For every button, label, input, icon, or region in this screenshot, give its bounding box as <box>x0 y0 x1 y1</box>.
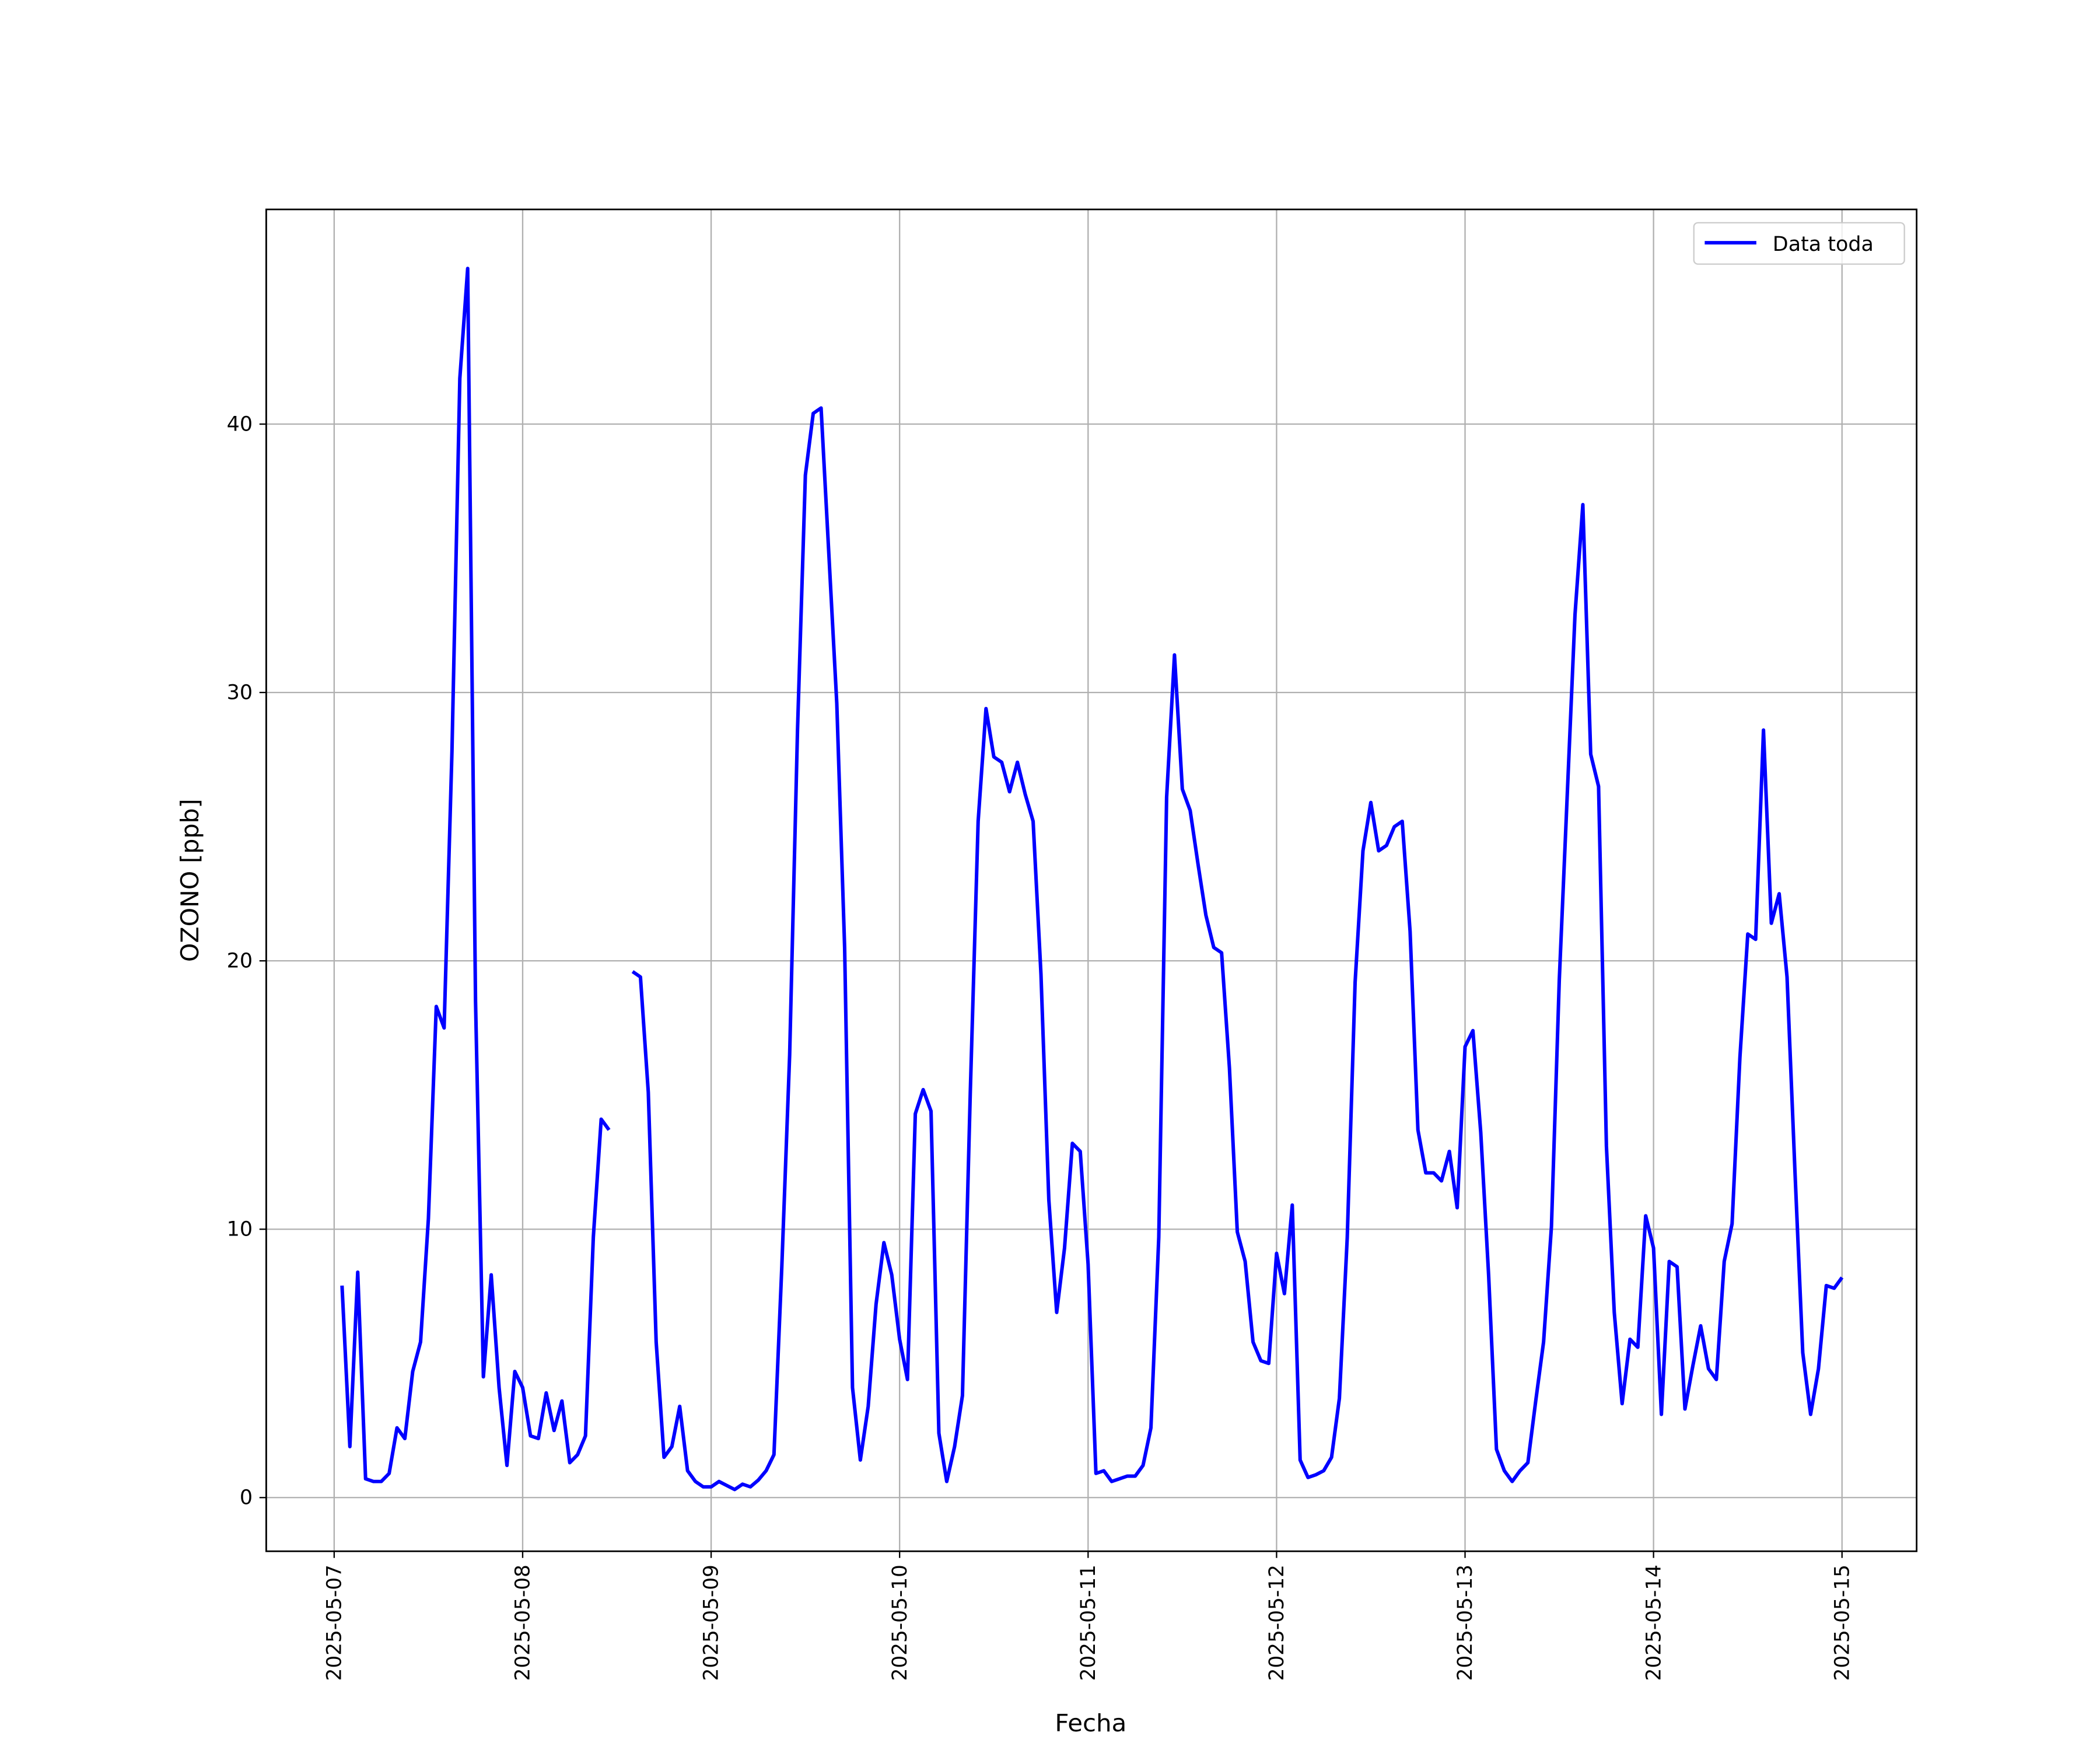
y-axis-label: OZONO [ppb] <box>176 799 204 962</box>
y-tick-label: 0 <box>240 1486 253 1510</box>
x-tick-label: 2025-05-10 <box>888 1564 912 1681</box>
x-tick-label: 2025-05-15 <box>1831 1564 1854 1681</box>
y-tick-label: 10 <box>227 1218 253 1241</box>
x-tick-label: 2025-05-13 <box>1454 1564 1477 1681</box>
x-tick-label: 2025-05-08 <box>511 1564 534 1681</box>
legend-label: Data toda <box>1773 233 1874 256</box>
y-tick-label: 40 <box>227 413 253 436</box>
x-tick-label: 2025-05-09 <box>699 1564 723 1681</box>
x-tick-label: 2025-05-11 <box>1077 1564 1100 1681</box>
y-tick-label: 30 <box>227 681 253 705</box>
x-axis-label: Fecha <box>1055 1709 1126 1737</box>
legend-box <box>1693 222 1905 265</box>
plot-frame <box>265 208 1918 1552</box>
x-tick-label: 2025-05-07 <box>323 1564 346 1681</box>
y-tick-label: 20 <box>227 950 253 973</box>
x-tick-label: 2025-05-12 <box>1265 1564 1289 1681</box>
x-tick-label: 2025-05-14 <box>1642 1564 1665 1681</box>
data-line <box>340 267 1844 1492</box>
